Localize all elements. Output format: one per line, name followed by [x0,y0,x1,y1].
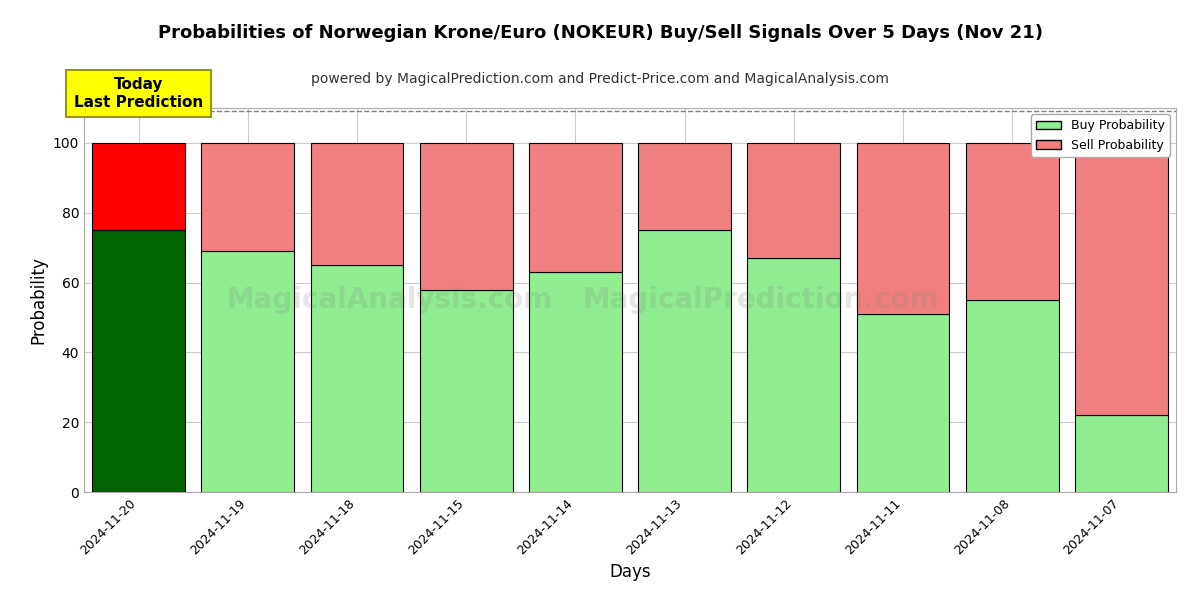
Bar [311,265,403,492]
Bar [1075,143,1168,415]
Legend: Buy Probability, Sell Probability: Buy Probability, Sell Probability [1031,114,1170,157]
Bar [748,258,840,492]
X-axis label: Days: Days [610,563,650,581]
Bar [202,143,294,251]
Text: MagicalPrediction.com: MagicalPrediction.com [583,286,940,314]
Bar [529,143,622,272]
Bar [92,143,185,230]
Bar [420,290,512,492]
Bar [857,143,949,314]
Bar [1075,415,1168,492]
Bar [638,143,731,230]
Text: powered by MagicalPrediction.com and Predict-Price.com and MagicalAnalysis.com: powered by MagicalPrediction.com and Pre… [311,72,889,86]
Bar [420,143,512,290]
Bar [966,300,1058,492]
Bar [748,143,840,258]
Text: Today
Last Prediction: Today Last Prediction [74,77,203,110]
Y-axis label: Probability: Probability [29,256,47,344]
Text: Probabilities of Norwegian Krone/Euro (NOKEUR) Buy/Sell Signals Over 5 Days (Nov: Probabilities of Norwegian Krone/Euro (N… [157,24,1043,42]
Bar [92,230,185,492]
Bar [857,314,949,492]
Text: MagicalAnalysis.com: MagicalAnalysis.com [227,286,553,314]
Bar [638,230,731,492]
Bar [529,272,622,492]
Bar [966,143,1058,300]
Bar [311,143,403,265]
Bar [202,251,294,492]
